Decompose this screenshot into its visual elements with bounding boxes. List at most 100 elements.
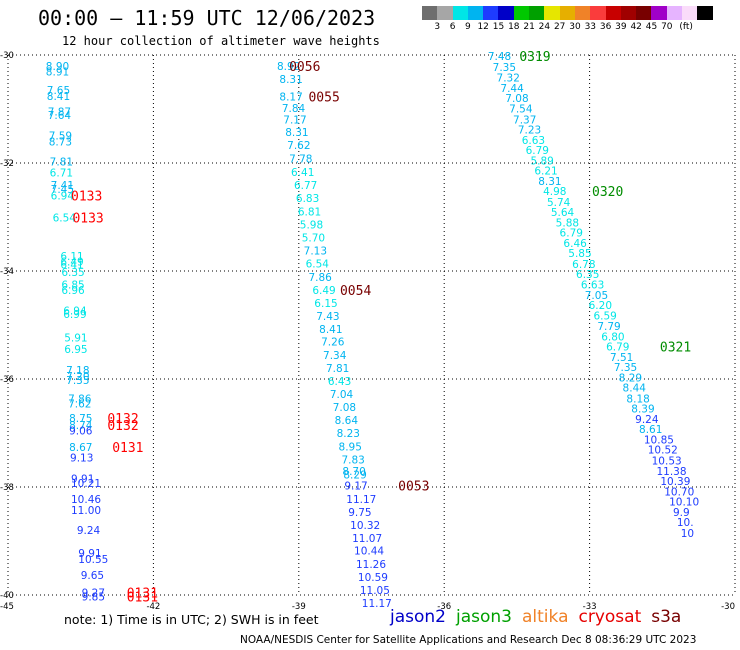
- wave-height-value: 7.48: [488, 51, 511, 63]
- wave-height-value: 7.41: [51, 180, 74, 192]
- wave-height-value: 6.83: [296, 193, 319, 205]
- wave-height-value: 11.05: [360, 585, 390, 597]
- wave-height-value: 6.78: [572, 259, 595, 271]
- wave-height-value: 6.99: [63, 309, 86, 321]
- latitude-tick-label: -34: [0, 267, 14, 277]
- pass-time-label: 0321: [660, 341, 691, 356]
- wave-height-value: 8.41: [319, 324, 342, 336]
- wave-height-value: 7.08: [505, 93, 528, 105]
- pass-time-label: 0133: [71, 189, 102, 204]
- color-swatch: [483, 6, 499, 20]
- wave-height-value: 6.35: [61, 267, 84, 279]
- wave-height-value: 11.38: [656, 466, 686, 478]
- wave-height-value: 6.41: [60, 260, 83, 272]
- wave-height-value: 9.06: [69, 425, 93, 437]
- wave-height-value: 8.74: [69, 420, 93, 432]
- pass-time-label: 0055: [308, 91, 339, 106]
- latitude-tick-label: -32: [0, 159, 14, 169]
- wave-height-value: 7.44: [500, 83, 524, 95]
- wave-height-value: 8.90: [46, 61, 69, 73]
- color-swatch: [467, 6, 484, 20]
- wave-height-value: 8.70: [342, 466, 365, 478]
- wave-height-value: 7.78: [289, 154, 312, 166]
- wave-height-value: 8.29: [619, 372, 642, 384]
- wave-height-value: 11.17: [346, 494, 376, 506]
- wave-height-value: 8.17: [279, 92, 302, 104]
- wave-height-value: 7.35: [493, 62, 516, 74]
- wave-height-value: 7.59: [49, 130, 72, 142]
- time-labels-layer: 0056005500540053013301330132013201310131…: [71, 50, 691, 606]
- longitude-tick-label: -30: [721, 602, 735, 612]
- pass-time-label: 0053: [398, 479, 429, 494]
- wave-height-value: 6.85: [61, 280, 84, 292]
- wave-height-value: 6.96: [61, 285, 85, 297]
- wave-height-value: 9.85: [82, 592, 105, 604]
- wave-height-value: 7.08: [333, 402, 356, 414]
- wave-height-value: 6.81: [298, 207, 321, 219]
- color-scale-label: 39: [615, 22, 627, 32]
- wave-height-value: 6.94: [63, 305, 87, 317]
- wave-height-value: 6.41: [291, 167, 314, 179]
- color-swatch: [498, 6, 514, 20]
- wave-height-value: 6.21: [534, 166, 557, 178]
- wave-height-value: 7.83: [341, 454, 364, 466]
- credit-footer: NOAA/NESDIS Center for Satellite Applica…: [240, 634, 697, 646]
- wave-height-value: 8.73: [49, 136, 72, 148]
- map-axes: -30 -32 -34 -36 -38 -40-45 -42 -39 -36 -33 -30: [0, 51, 735, 612]
- wave-height-value: 8.61: [639, 424, 662, 436]
- color-scale-label: 3: [434, 22, 441, 32]
- pass-time-label: 0320: [592, 185, 623, 200]
- wave-height-value: 5.70: [302, 233, 325, 245]
- pass-time-label: 0132: [107, 419, 138, 434]
- wave-height-value: 10.39: [660, 476, 690, 488]
- wave-height-value: 11.00: [71, 505, 101, 517]
- wave-height-value: 7.86: [308, 272, 332, 284]
- wave-height-value: 6.79: [526, 145, 549, 157]
- color-swatch: [605, 6, 621, 20]
- wave-height-value: 8.95: [339, 442, 362, 454]
- color-swatch: [697, 6, 713, 20]
- wave-height-value: 6.49: [312, 285, 335, 297]
- color-swatch: [651, 6, 667, 20]
- color-swatch: [513, 6, 530, 20]
- wave-height-value: 5.88: [556, 217, 579, 229]
- wave-height-value: 7.37: [513, 114, 536, 126]
- color-scale-label: 36: [599, 22, 612, 32]
- wave-height-value: 6.15: [314, 298, 337, 310]
- wave-height-value: 9.91: [71, 473, 94, 485]
- color-scale-label: 21: [523, 22, 535, 32]
- wave-height-value: 6.46: [563, 238, 587, 250]
- color-scale-label: 30: [569, 22, 581, 32]
- wave-height-value: 8.31: [285, 127, 308, 139]
- wave-height-value: 6.79: [606, 342, 629, 354]
- wave-height-value: 10.46: [71, 494, 101, 506]
- legend-item-altika: altika: [522, 607, 569, 627]
- legend-item-s3a: s3a: [651, 607, 682, 627]
- wave-height-value: 7.17: [283, 114, 306, 126]
- wave-height-value: 8.23: [337, 428, 360, 440]
- color-swatch: [620, 6, 637, 20]
- wave-height-value: 11.07: [352, 533, 382, 545]
- wave-height-value: 8.92: [277, 61, 300, 73]
- color-scale-label: 70: [661, 22, 673, 32]
- wave-height-value: 10.55: [78, 554, 108, 566]
- wave-height-value: 9.27: [82, 587, 105, 599]
- wave-height-value: 8.75: [69, 413, 92, 425]
- wave-height-value: 7.13: [304, 245, 327, 257]
- color-scale-label: 9: [465, 22, 471, 32]
- color-swatch: [559, 6, 575, 20]
- wave-height-value: 10: [681, 528, 694, 540]
- wave-height-value: 7.54: [509, 103, 533, 115]
- legend-item-cryosat: cryosat: [578, 607, 642, 627]
- wave-height-value: 7.32: [497, 73, 520, 85]
- color-scale-label: 27: [553, 22, 566, 32]
- wave-height-value: 10.44: [354, 546, 384, 558]
- wave-height-value: 5.89: [530, 155, 553, 167]
- wave-height-value: 7.35: [614, 362, 637, 374]
- wave-height-value: 7.20: [66, 371, 89, 383]
- wave-height-value: 9.17: [344, 480, 367, 492]
- wave-height-value: 5.64: [551, 207, 575, 219]
- wave-height-value: 5.85: [568, 248, 591, 260]
- pass-time-label: 0056: [289, 60, 320, 75]
- latitude-tick-label: -30: [0, 51, 14, 61]
